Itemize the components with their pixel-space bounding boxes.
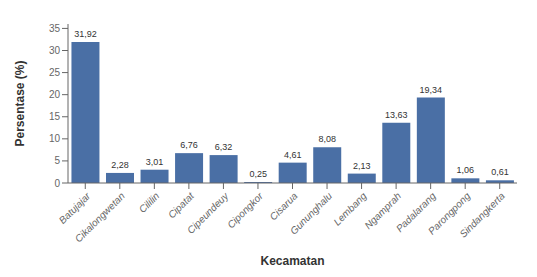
svg-text:20: 20 — [49, 89, 61, 100]
svg-text:Cisarua: Cisarua — [267, 190, 299, 222]
svg-text:5: 5 — [54, 155, 60, 166]
svg-text:4,61: 4,61 — [284, 150, 302, 160]
svg-text:Kecamatan: Kecamatan — [260, 254, 324, 268]
svg-text:3,01: 3,01 — [146, 157, 164, 167]
svg-text:0,61: 0,61 — [491, 167, 509, 177]
svg-text:31,92: 31,92 — [74, 29, 97, 39]
svg-text:35: 35 — [49, 23, 61, 34]
svg-text:Ngamprah: Ngamprah — [362, 190, 404, 232]
svg-text:Cikalongwetan: Cikalongwetan — [73, 190, 127, 244]
svg-text:0,25: 0,25 — [249, 169, 267, 179]
svg-text:0: 0 — [54, 178, 60, 189]
svg-text:6,76: 6,76 — [180, 140, 198, 150]
svg-text:Persentase (%): Persentase (%) — [13, 60, 27, 146]
svg-text:2,13: 2,13 — [353, 161, 371, 171]
svg-text:Parongpong: Parongpong — [425, 190, 473, 237]
svg-text:2,28: 2,28 — [111, 160, 129, 170]
svg-text:25: 25 — [49, 67, 61, 78]
svg-text:Cipongkor: Cipongkor — [225, 190, 265, 230]
svg-text:Gununghalu: Gununghalu — [288, 190, 335, 237]
svg-text:6,32: 6,32 — [215, 142, 233, 152]
svg-text:Cipeundeuy: Cipeundeuy — [185, 190, 231, 236]
svg-text:19,34: 19,34 — [420, 85, 443, 95]
svg-text:Padalarang: Padalarang — [393, 190, 438, 235]
svg-text:10: 10 — [49, 133, 61, 144]
svg-text:8,08: 8,08 — [318, 134, 336, 144]
svg-text:Cililin: Cililin — [137, 190, 162, 215]
svg-text:13,63: 13,63 — [385, 110, 408, 120]
svg-text:30: 30 — [49, 45, 61, 56]
svg-text:1,06: 1,06 — [457, 165, 475, 175]
svg-text:15: 15 — [49, 111, 61, 122]
svg-text:Cipatat: Cipatat — [166, 189, 197, 220]
svg-text:Batujajar: Batujajar — [57, 190, 93, 226]
svg-text:Lembang: Lembang — [331, 190, 369, 228]
svg-text:Sindangkerta: Sindangkerta — [457, 190, 507, 240]
